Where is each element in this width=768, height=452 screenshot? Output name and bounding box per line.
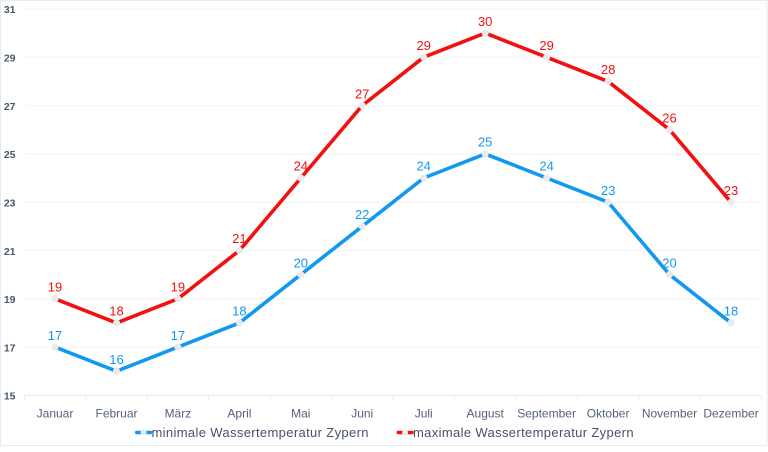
svg-text:Mai: Mai: [291, 407, 310, 421]
svg-text:Juli: Juli: [415, 407, 433, 421]
svg-text:Oktober: Oktober: [587, 407, 630, 421]
svg-text:18: 18: [724, 304, 738, 319]
svg-text:31: 31: [4, 4, 16, 16]
svg-text:27: 27: [4, 101, 16, 113]
svg-text:30: 30: [478, 14, 492, 29]
svg-text:September: September: [517, 407, 576, 421]
svg-text:24: 24: [294, 159, 308, 174]
svg-text:24: 24: [539, 159, 553, 174]
svg-text:20: 20: [294, 255, 308, 270]
svg-text:21: 21: [232, 231, 246, 246]
svg-text:minimale Wassertemperatur Zype: minimale Wassertemperatur Zypern: [152, 425, 369, 440]
svg-text:Dezember: Dezember: [703, 407, 758, 421]
svg-text:29: 29: [4, 53, 16, 65]
svg-text:Juni: Juni: [351, 407, 373, 421]
svg-text:22: 22: [355, 207, 369, 222]
svg-text:19: 19: [48, 280, 62, 295]
svg-text:maximale Wassertemperatur Zype: maximale Wassertemperatur Zypern: [413, 425, 634, 440]
svg-text:August: August: [467, 407, 505, 421]
svg-text:18: 18: [109, 304, 123, 319]
svg-text:23: 23: [724, 183, 738, 198]
svg-text:19: 19: [4, 294, 16, 306]
svg-text:Januar: Januar: [37, 407, 74, 421]
svg-text:17: 17: [4, 342, 16, 354]
svg-text:16: 16: [109, 352, 123, 367]
svg-text:18: 18: [232, 304, 246, 319]
svg-text:20: 20: [662, 255, 676, 270]
svg-text:17: 17: [48, 328, 62, 343]
svg-text:Februar: Februar: [95, 407, 137, 421]
svg-text:April: April: [227, 407, 251, 421]
svg-text:29: 29: [539, 38, 553, 53]
svg-text:19: 19: [171, 280, 185, 295]
svg-text:25: 25: [478, 135, 492, 150]
svg-text:März: März: [165, 407, 192, 421]
svg-text:28: 28: [601, 62, 615, 77]
svg-text:23: 23: [4, 198, 16, 210]
svg-text:15: 15: [4, 391, 16, 403]
svg-text:27: 27: [355, 86, 369, 101]
svg-text:23: 23: [601, 183, 615, 198]
svg-text:29: 29: [416, 38, 430, 53]
svg-text:17: 17: [171, 328, 185, 343]
svg-text:26: 26: [662, 110, 676, 125]
svg-text:November: November: [642, 407, 697, 421]
svg-text:24: 24: [416, 159, 430, 174]
svg-text:25: 25: [4, 149, 16, 161]
svg-text:21: 21: [4, 246, 16, 258]
